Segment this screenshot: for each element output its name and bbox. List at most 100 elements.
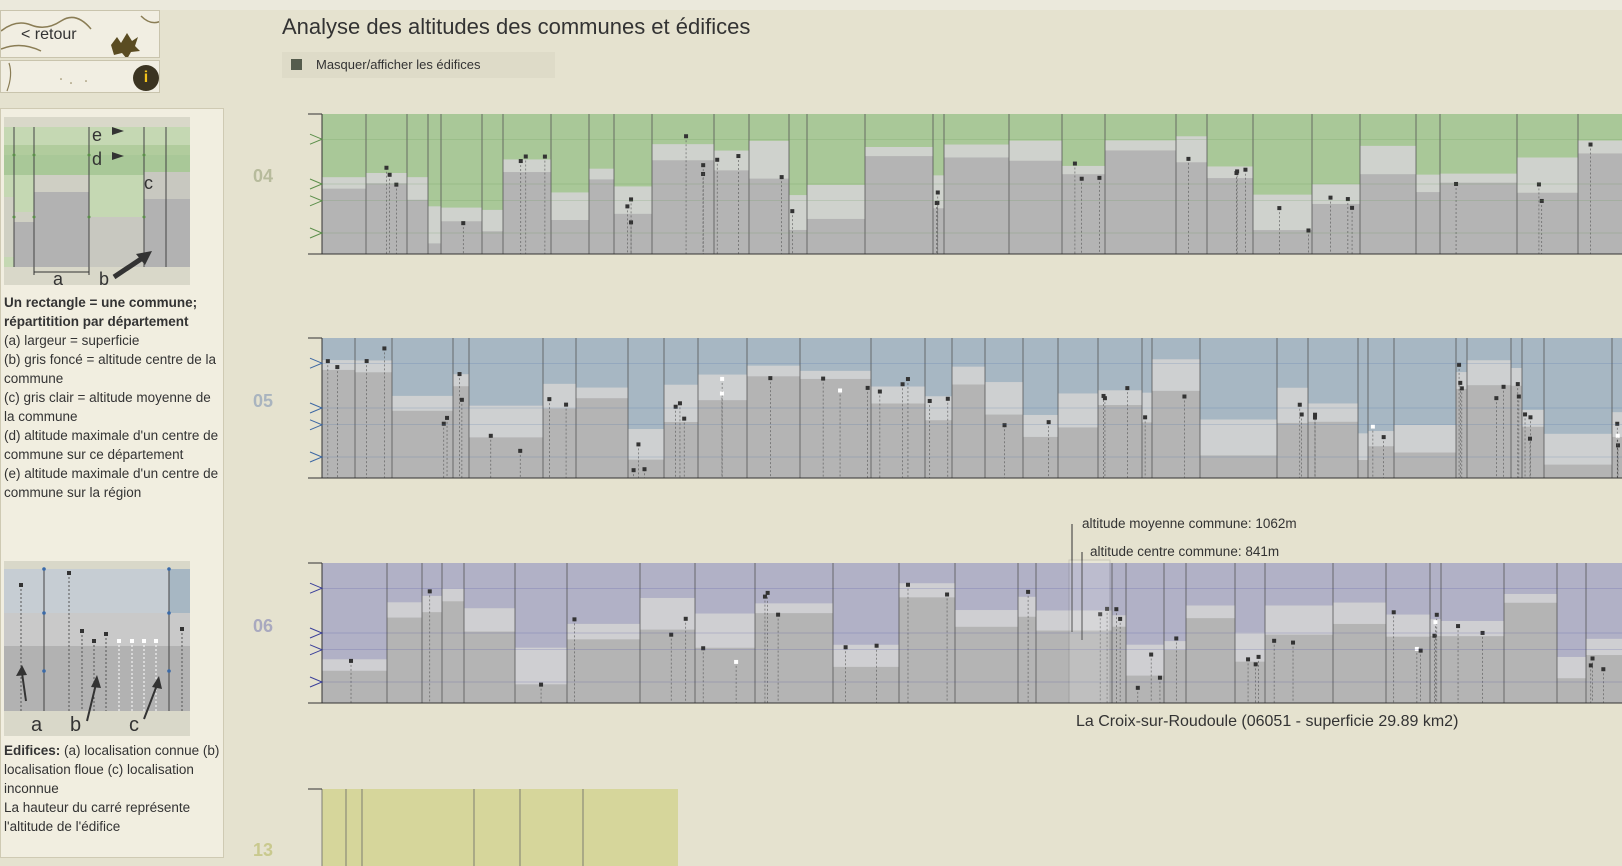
edifice-marker <box>1313 412 1318 417</box>
edifice-marker <box>877 389 882 394</box>
edifice-marker <box>1456 624 1461 629</box>
legend-item-d: (d) altitude maximale d'un centre de com… <box>4 428 219 462</box>
edifice-marker <box>445 415 450 420</box>
commune-center-altitude <box>800 378 871 478</box>
edifice-marker <box>1312 415 1317 420</box>
edifice-marker <box>1391 610 1396 615</box>
edifice-marker <box>523 154 528 159</box>
edifice-marker <box>1515 382 1520 387</box>
back-button[interactable]: < retour <box>0 10 160 58</box>
department-band <box>322 789 678 866</box>
altitude-marker-arrow <box>309 195 324 207</box>
commune-center-altitude <box>551 220 589 254</box>
commune-center-altitude <box>355 372 392 478</box>
edifice-marker <box>382 346 387 351</box>
edifice-marker <box>1615 433 1620 438</box>
commune-center-altitude <box>366 183 407 254</box>
commune-center-altitude <box>322 369 355 478</box>
tooltip-avg-altitude: altitude moyenne commune: 1062m <box>1082 516 1297 531</box>
edifice-marker <box>768 376 773 381</box>
commune-center-altitude <box>453 386 469 478</box>
legend-panel: a b c e d Un rectangle = une commune; ré… <box>0 108 224 858</box>
edifice-marker <box>1299 412 1304 417</box>
commune-avg-altitude <box>428 206 441 254</box>
tooltip-center-altitude: altitude centre commune: 841m <box>1090 544 1280 559</box>
commune-center-altitude <box>1333 623 1386 703</box>
edifice-marker <box>927 398 932 403</box>
edifice-marker <box>1114 607 1119 612</box>
edifice-marker <box>905 377 910 382</box>
legend-item-c: (c) gris clair = altitude moyenne de la … <box>4 390 211 424</box>
edifice-marker <box>1125 386 1130 391</box>
altitude-marker-arrow <box>309 402 324 414</box>
edifice-marker <box>945 396 950 401</box>
edifices-title: Edifices: <box>4 743 61 758</box>
edifice-marker <box>384 165 389 170</box>
commune-center-altitude <box>1394 452 1456 478</box>
edifice-marker <box>1243 167 1248 172</box>
department-label-04: 04 <box>253 166 274 186</box>
edifice-marker <box>547 397 552 402</box>
commune-center-altitude <box>871 403 925 478</box>
legend-item-e: (e) altitude maximale d'un centre de com… <box>4 466 219 500</box>
edifice-marker <box>1615 421 1620 426</box>
edifice-marker <box>683 616 688 621</box>
department-label-06: 06 <box>253 616 274 636</box>
fig1-letter-d: d <box>92 149 102 169</box>
edifice-marker <box>335 365 340 370</box>
info-icon[interactable]: i <box>133 65 159 91</box>
edifice-marker <box>1046 420 1051 425</box>
fig2-letter-b: b <box>70 714 81 736</box>
commune-center-altitude <box>1112 626 1126 703</box>
edifice-marker <box>874 643 879 648</box>
edifice-marker <box>629 220 634 225</box>
edifice-marker <box>625 204 630 209</box>
edifice-marker <box>762 594 767 599</box>
edifice-marker <box>1494 396 1499 401</box>
commune-center-altitude <box>567 639 640 703</box>
commune-center-altitude <box>1522 426 1544 478</box>
edifice-marker <box>572 617 577 622</box>
edifice-marker <box>1186 156 1191 161</box>
edifice-marker <box>1459 386 1464 391</box>
fig1-letter-c: c <box>144 173 153 193</box>
altitude-marker-arrow <box>309 644 324 656</box>
commune-center-altitude <box>1018 616 1036 703</box>
toggle-edifices-button[interactable]: Masquer/afficher les édifices <box>282 52 555 78</box>
edifice-marker <box>1277 206 1282 211</box>
edifice-marker <box>1157 675 1162 680</box>
edifice-marker <box>1536 182 1541 187</box>
legend-description: Un rectangle = une commune; répartititio… <box>4 293 220 502</box>
edifice-marker <box>736 154 741 159</box>
edifice-marker <box>542 154 547 159</box>
commune-center-altitude <box>1265 634 1333 703</box>
edifice-marker <box>1350 205 1355 210</box>
commune-center-altitude <box>695 647 755 703</box>
commune-center-altitude <box>1467 385 1511 478</box>
commune-center-altitude <box>322 670 387 703</box>
commune-center-altitude <box>589 179 614 254</box>
commune-avg-altitude <box>1358 433 1368 478</box>
commune-center-altitude <box>1098 405 1142 478</box>
edifice-marker <box>1149 652 1154 657</box>
commune-center-altitude <box>1105 150 1176 254</box>
edifice-marker <box>1235 169 1240 174</box>
fig1-letter-a: a <box>53 269 64 285</box>
edifice-marker <box>776 612 781 617</box>
edifice-marker <box>1434 612 1439 617</box>
edifice-marker <box>387 172 392 177</box>
altitude-marker-arrow <box>309 627 324 639</box>
commune-center-altitude <box>925 420 952 478</box>
commune-center-altitude <box>952 384 985 478</box>
edifice-marker <box>701 163 706 168</box>
edifice-marker <box>1118 616 1123 621</box>
altitude-marker-arrow <box>309 676 324 688</box>
edifice-marker <box>394 182 399 187</box>
commune-center-altitude <box>1312 203 1360 254</box>
edifice-marker <box>636 442 641 447</box>
edifice-marker <box>1079 176 1084 181</box>
edifice-marker <box>1102 396 1107 401</box>
edifice-marker <box>1306 228 1311 233</box>
commune-center-altitude <box>407 199 428 254</box>
